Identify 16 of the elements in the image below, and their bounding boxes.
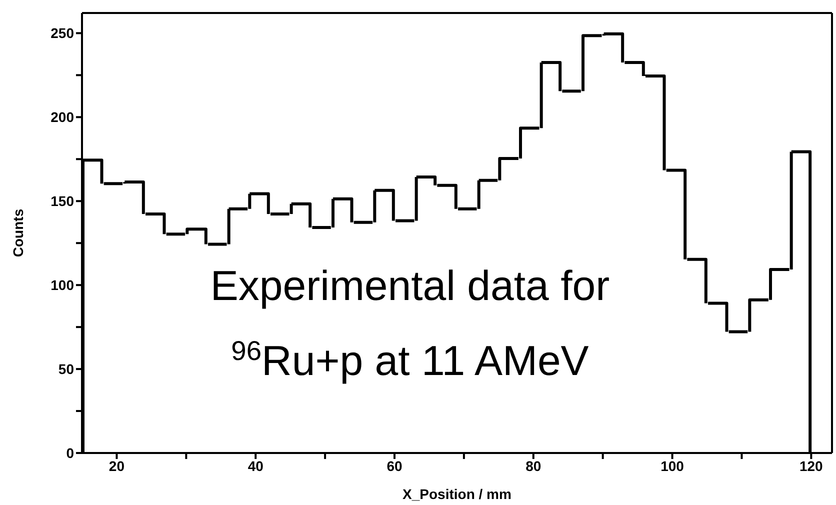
- x-axis-title: X_Position / mm: [402, 486, 512, 502]
- x-tick-label: 120: [799, 458, 824, 474]
- annotation: Experimental data for: [210, 262, 610, 309]
- x-tick-label: 80: [526, 458, 542, 474]
- x-tick-label: 40: [248, 458, 264, 474]
- y-tick-label: 100: [50, 277, 74, 294]
- x-tick-label: 20: [108, 458, 125, 474]
- y-tick-label: 250: [50, 25, 74, 42]
- y-tick-label: 150: [50, 193, 74, 210]
- y-axis-title: Counts: [10, 208, 26, 258]
- y-tick-label: 0: [66, 444, 74, 461]
- y-tick-label: 50: [58, 361, 74, 377]
- y-tick-label: 200: [50, 109, 74, 126]
- annotation: $^{96}$Ru+p at 11 AMeV: [231, 334, 589, 384]
- x-tick-label: 100: [660, 458, 684, 474]
- x-tick-label: 60: [386, 458, 402, 474]
